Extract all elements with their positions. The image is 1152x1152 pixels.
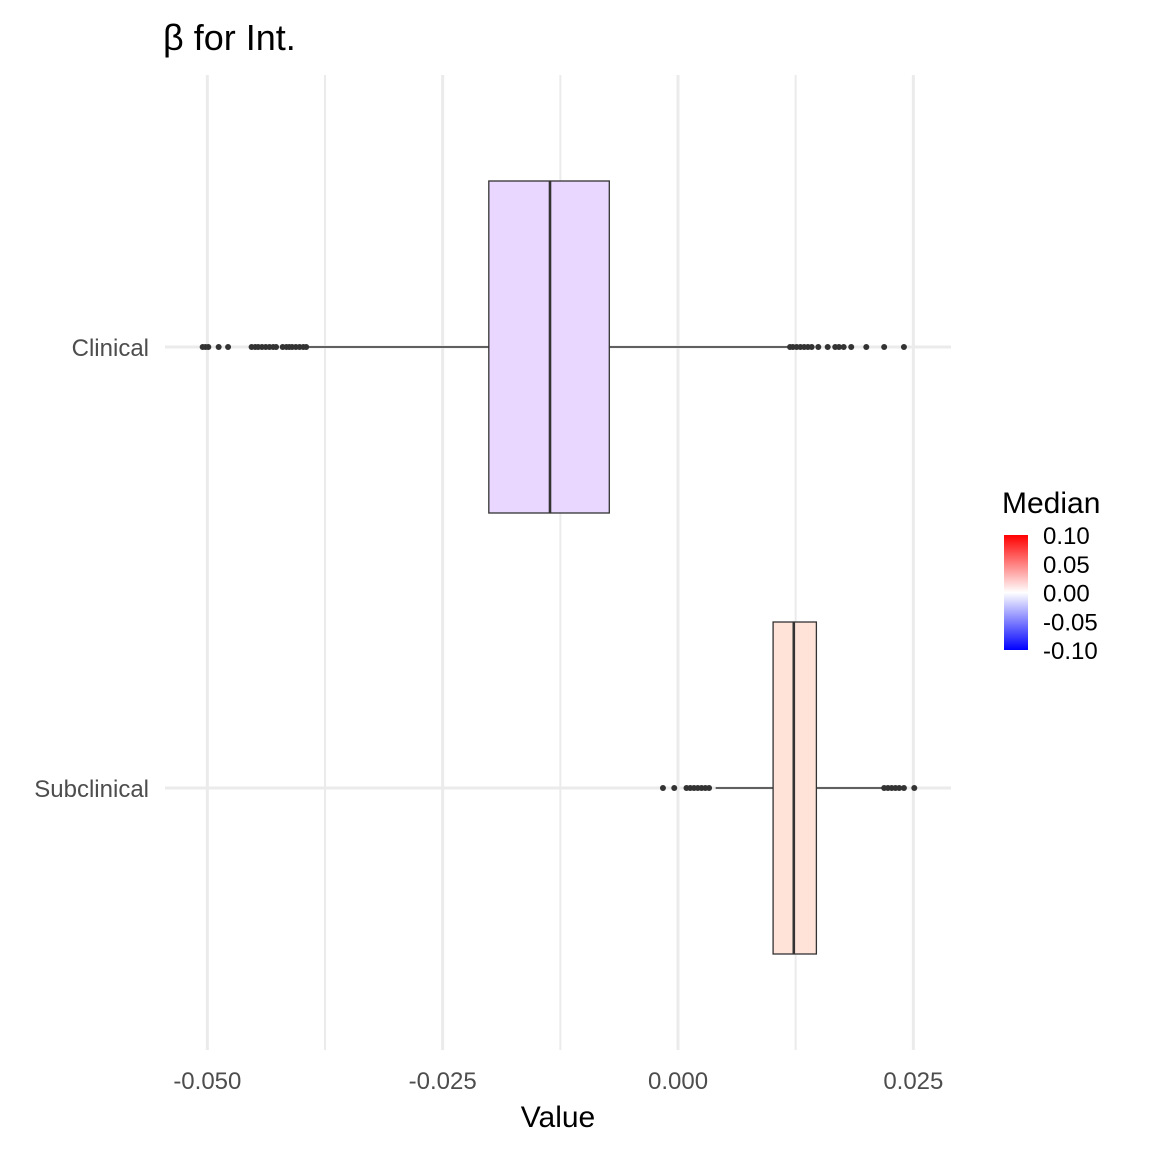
y-axis-ticks: Clinical Subclinical	[34, 335, 149, 803]
outlier-point	[911, 785, 918, 791]
legend-labels: 0.100.050.00-0.05-0.10	[1043, 523, 1098, 665]
outlier-point	[205, 344, 212, 350]
outlier-point	[273, 344, 280, 350]
legend-label: -0.10	[1043, 638, 1098, 665]
outlier-point	[659, 785, 666, 791]
x-axis-ticks: -0.050 -0.025 0.000 0.025	[173, 1068, 943, 1095]
outlier-point	[215, 344, 222, 350]
box-subclinical	[659, 621, 918, 955]
outlier-point	[824, 344, 831, 350]
legend-label: 0.10	[1043, 523, 1090, 550]
legend-title: Median	[1002, 487, 1100, 520]
y-tick-label: Clinical	[72, 335, 149, 362]
legend-label: -0.05	[1043, 609, 1098, 636]
legend-label: 0.00	[1043, 581, 1090, 608]
outlier-point	[900, 344, 907, 350]
chart-title: β for Int.	[163, 17, 296, 58]
outlier-point	[848, 344, 855, 350]
legend-label: 0.05	[1043, 552, 1090, 579]
outlier-point	[881, 344, 888, 350]
outlier-point	[225, 344, 232, 350]
color-legend: Median 0.100.050.00-0.05-0.10	[1002, 487, 1100, 665]
y-tick-label: Subclinical	[34, 776, 149, 803]
x-axis-title: Value	[521, 1101, 596, 1134]
outlier-point	[706, 785, 713, 791]
outlier-point	[863, 344, 870, 350]
outlier-point	[896, 785, 903, 791]
x-tick-label: -0.025	[409, 1068, 477, 1095]
x-tick-label: -0.050	[173, 1068, 241, 1095]
box-layer	[199, 180, 918, 955]
x-tick-label: 0.025	[883, 1068, 943, 1095]
outlier-point	[840, 344, 847, 350]
outlier-point	[835, 344, 842, 350]
legend-colorbar	[1004, 535, 1028, 650]
outlier-point	[900, 785, 907, 791]
outlier-point	[815, 344, 822, 350]
x-tick-label: 0.000	[648, 1068, 708, 1095]
outlier-point	[303, 344, 310, 350]
box-clinical	[199, 180, 907, 514]
outlier-point	[808, 344, 815, 350]
outlier-point	[671, 785, 678, 791]
